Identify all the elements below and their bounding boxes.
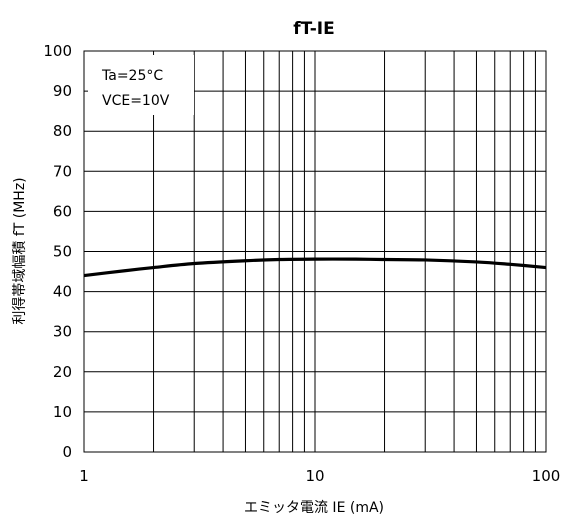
y-tick-labels: 0 10 20 30 40 50 60 70 80 90 100 — [43, 42, 72, 461]
y-tick-label: 80 — [53, 122, 72, 140]
y-tick-label: 90 — [53, 82, 72, 100]
series — [83, 257, 547, 278]
x-tick-label: 10 — [305, 467, 324, 485]
y-tick-label: 10 — [53, 403, 72, 421]
condition-box-bg — [88, 55, 194, 115]
chart-title: fT-IE — [293, 19, 335, 39]
x-tick-label: 1 — [79, 467, 89, 485]
y-tick-label: 0 — [62, 443, 72, 461]
x-tick-labels: 1 10 100 — [79, 467, 560, 485]
x-tick-label: 100 — [532, 467, 561, 485]
series-line-0 — [83, 257, 547, 278]
condition-temperature: Ta=25°C — [101, 68, 163, 84]
y-axis-label: 利得帯域幅積 fT (MHz) — [11, 177, 28, 324]
y-tick-label: 20 — [53, 363, 72, 381]
condition-box: Ta=25°C VCE=10V — [88, 55, 194, 115]
y-tick-label: 50 — [53, 243, 72, 261]
y-tick-label: 70 — [53, 162, 72, 180]
grid — [84, 51, 546, 452]
y-tick-label: 30 — [53, 323, 72, 341]
y-tick-label: 60 — [53, 202, 72, 220]
condition-voltage: VCE=10V — [102, 93, 170, 109]
x-axis-label: エミッタ電流 IE (mA) — [244, 500, 384, 516]
y-tick-label: 40 — [53, 283, 72, 301]
y-tick-label: 100 — [43, 42, 72, 60]
